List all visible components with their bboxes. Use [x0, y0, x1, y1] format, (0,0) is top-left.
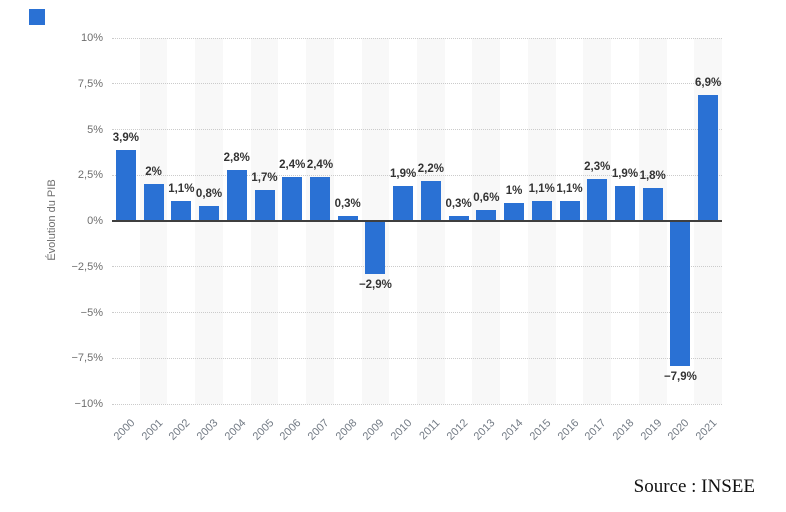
- bar-2020[interactable]: [670, 221, 691, 366]
- y-axis-tick-label: 10%: [80, 32, 103, 44]
- gridline: [112, 83, 722, 85]
- bar-value-label: 1,9%: [390, 168, 417, 181]
- bar-2015[interactable]: [531, 200, 552, 221]
- gridline: [112, 37, 722, 39]
- source-note: Source : INSEE: [633, 476, 755, 497]
- bar-value-label: 0,6%: [473, 192, 500, 205]
- bar-value-label: 1,1%: [556, 182, 583, 195]
- bar-2008[interactable]: [337, 215, 358, 221]
- bar-value-label: −7,9%: [663, 370, 697, 383]
- bar-value-label: 1,1%: [168, 182, 195, 195]
- bar-value-label: 1%: [505, 184, 523, 197]
- bar-2016[interactable]: [559, 200, 580, 221]
- bar-2019[interactable]: [642, 188, 663, 221]
- bar-value-label: 1,7%: [251, 171, 278, 184]
- blue-square-logo-mark: [29, 9, 45, 25]
- bar-2021[interactable]: [698, 94, 719, 221]
- bar-value-label: 2,2%: [417, 162, 444, 175]
- y-axis-tick-label: −7,5%: [71, 352, 104, 365]
- bar-2018[interactable]: [614, 186, 635, 221]
- gridline: [112, 129, 722, 130]
- gridline: [112, 312, 722, 313]
- gridline: [112, 266, 722, 268]
- bar-value-label: 3,9%: [112, 131, 139, 144]
- bar-2009[interactable]: [365, 221, 386, 275]
- bar-value-label: 1,1%: [528, 182, 555, 195]
- bar-2010[interactable]: [393, 186, 414, 221]
- bar-2013[interactable]: [476, 210, 497, 221]
- bar-2007[interactable]: [309, 177, 330, 221]
- gridline: [112, 403, 722, 405]
- bar-value-label: −2,9%: [358, 279, 392, 292]
- y-axis-tick-label: 2,5%: [77, 169, 103, 182]
- y-axis-tick-label: −10%: [74, 398, 103, 410]
- zero-axis-line: [112, 220, 722, 222]
- bar-value-label: 2,3%: [584, 160, 611, 173]
- plot-area: [112, 37, 722, 405]
- bar-2017[interactable]: [587, 178, 608, 221]
- bar-value-label: 2,8%: [223, 151, 250, 164]
- bar-2006[interactable]: [282, 177, 303, 221]
- bar-2001[interactable]: [143, 184, 164, 221]
- bar-value-label: 0,3%: [334, 197, 361, 210]
- bar-value-label: 2,4%: [306, 159, 334, 172]
- bar-2003[interactable]: [199, 206, 220, 221]
- bar-value-label: 1,9%: [611, 168, 639, 181]
- y-axis-tick-label: 5%: [87, 123, 103, 136]
- bar-value-label: 0,3%: [445, 197, 472, 210]
- bar-2005[interactable]: [254, 189, 275, 221]
- bar-2002[interactable]: [171, 200, 192, 221]
- bar-2014[interactable]: [504, 202, 525, 221]
- bar-2012[interactable]: [448, 215, 469, 221]
- y-axis-tick-label: 7,5%: [77, 77, 103, 90]
- bar-2004[interactable]: [226, 169, 247, 221]
- y-axis-tick-label: 0%: [87, 215, 103, 227]
- gridline: [112, 357, 722, 359]
- gridline: [112, 174, 722, 176]
- bar-value-label: 0,8%: [195, 188, 223, 201]
- y-axis-tick-label: −2,5%: [71, 260, 104, 273]
- bar-2000[interactable]: [115, 149, 136, 221]
- bar-value-label: 2%: [145, 166, 162, 179]
- bar-value-label: 1,8%: [639, 170, 666, 183]
- bar-value-label: 2,4%: [279, 159, 306, 172]
- bar-value-label: 6,9%: [695, 76, 722, 89]
- bar-2011[interactable]: [420, 180, 441, 221]
- y-axis-tick-label: −5%: [80, 306, 103, 319]
